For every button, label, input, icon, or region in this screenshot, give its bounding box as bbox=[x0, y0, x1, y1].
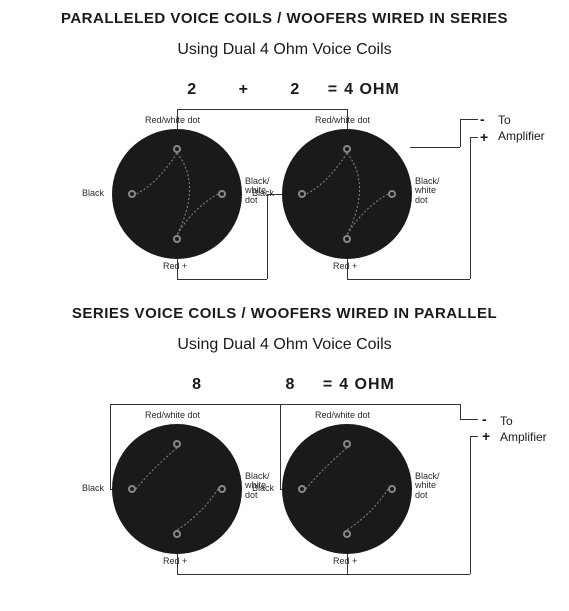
section1-equation: 2 + 2 = 4 OHM bbox=[0, 81, 569, 99]
wire bbox=[470, 137, 471, 279]
eq-a: 2 bbox=[187, 81, 197, 99]
label-red: Red + bbox=[163, 262, 187, 271]
eq-a: 8 bbox=[192, 376, 202, 394]
wire bbox=[470, 436, 471, 574]
amp-plus: + bbox=[482, 428, 490, 444]
terminal-red-icon bbox=[173, 530, 181, 538]
eq-eq: = bbox=[323, 376, 333, 394]
eq-result: 4 OHM bbox=[339, 376, 395, 394]
woofer-1 bbox=[112, 424, 242, 554]
wire bbox=[110, 404, 111, 489]
terminal-black-icon bbox=[128, 485, 136, 493]
terminal-black-white-icon bbox=[388, 190, 396, 198]
terminal-black-white-icon bbox=[388, 485, 396, 493]
wire bbox=[460, 119, 461, 147]
wire bbox=[347, 279, 470, 280]
terminal-red-white-icon bbox=[173, 440, 181, 448]
label-red-white: Red/white dot bbox=[315, 116, 370, 125]
section2-title: SERIES VOICE COILS / WOOFERS WIRED IN PA… bbox=[0, 295, 569, 322]
section2-subtitle: Using Dual 4 Ohm Voice Coils bbox=[0, 336, 569, 354]
terminal-red-icon bbox=[343, 530, 351, 538]
terminal-red-white-icon bbox=[343, 145, 351, 153]
eq-plus: + bbox=[239, 81, 249, 99]
terminal-red-white-icon bbox=[343, 440, 351, 448]
wire bbox=[177, 109, 178, 129]
wire bbox=[110, 489, 112, 490]
amp-label: To Amplifier bbox=[498, 113, 545, 144]
terminal-black-icon bbox=[128, 190, 136, 198]
label-red: Red + bbox=[333, 557, 357, 566]
wire bbox=[470, 436, 478, 437]
label-red-white: Red/white dot bbox=[145, 116, 200, 125]
terminal-red-icon bbox=[343, 235, 351, 243]
diagram-1: Red/white dot Black/ white dot Red + Bla… bbox=[0, 99, 569, 289]
wire bbox=[267, 194, 268, 279]
label-black: Black bbox=[82, 484, 104, 493]
wire bbox=[280, 404, 281, 489]
wire bbox=[267, 194, 282, 195]
wire bbox=[460, 404, 461, 419]
section-series-parallel: SERIES VOICE COILS / WOOFERS WIRED IN PA… bbox=[0, 295, 569, 584]
terminal-red-icon bbox=[173, 235, 181, 243]
woofer-2 bbox=[282, 129, 412, 259]
wire bbox=[177, 554, 178, 574]
wire bbox=[347, 109, 348, 129]
wire bbox=[280, 489, 282, 490]
wire bbox=[177, 259, 178, 279]
wire bbox=[177, 574, 470, 575]
label-black-white: Black/ white dot bbox=[415, 177, 440, 205]
amp-minus: - bbox=[480, 111, 485, 127]
label-black: Black bbox=[252, 484, 274, 493]
section1-subtitle: Using Dual 4 Ohm Voice Coils bbox=[0, 41, 569, 59]
label-red: Red + bbox=[333, 262, 357, 271]
amp-label: To Amplifier bbox=[500, 414, 547, 445]
eq-eq: = bbox=[328, 81, 338, 99]
amp-plus: + bbox=[480, 129, 488, 145]
terminal-black-icon bbox=[298, 190, 306, 198]
diagram-2: Red/white dot Black/ white dot Red + Bla… bbox=[0, 394, 569, 584]
wire bbox=[347, 259, 348, 279]
wire bbox=[460, 119, 478, 120]
terminal-black-white-icon bbox=[218, 485, 226, 493]
section-parallel-series: PARALLELED VOICE COILS / WOOFERS WIRED I… bbox=[0, 0, 569, 289]
label-red-white: Red/white dot bbox=[145, 411, 200, 420]
wire bbox=[460, 419, 478, 420]
amp-minus: - bbox=[482, 411, 487, 427]
terminal-black-white-icon bbox=[218, 190, 226, 198]
label-red-white: Red/white dot bbox=[315, 411, 370, 420]
woofer-1 bbox=[112, 129, 242, 259]
wire bbox=[177, 109, 347, 110]
label-red: Red + bbox=[163, 557, 187, 566]
section2-equation: 8 8 = 4 OHM bbox=[0, 376, 569, 394]
wire bbox=[470, 137, 478, 138]
eq-result: 4 OHM bbox=[344, 81, 400, 99]
terminal-black-icon bbox=[298, 485, 306, 493]
wire bbox=[177, 279, 267, 280]
label-black-white: Black/ white dot bbox=[415, 472, 440, 500]
wire bbox=[110, 404, 460, 405]
eq-b: 8 bbox=[285, 376, 295, 394]
label-black: Black bbox=[82, 189, 104, 198]
wire bbox=[347, 554, 348, 574]
section1-title: PARALLELED VOICE COILS / WOOFERS WIRED I… bbox=[0, 0, 569, 27]
woofer-2 bbox=[282, 424, 412, 554]
terminal-red-white-icon bbox=[173, 145, 181, 153]
wire bbox=[410, 147, 460, 148]
eq-b: 2 bbox=[290, 81, 300, 99]
